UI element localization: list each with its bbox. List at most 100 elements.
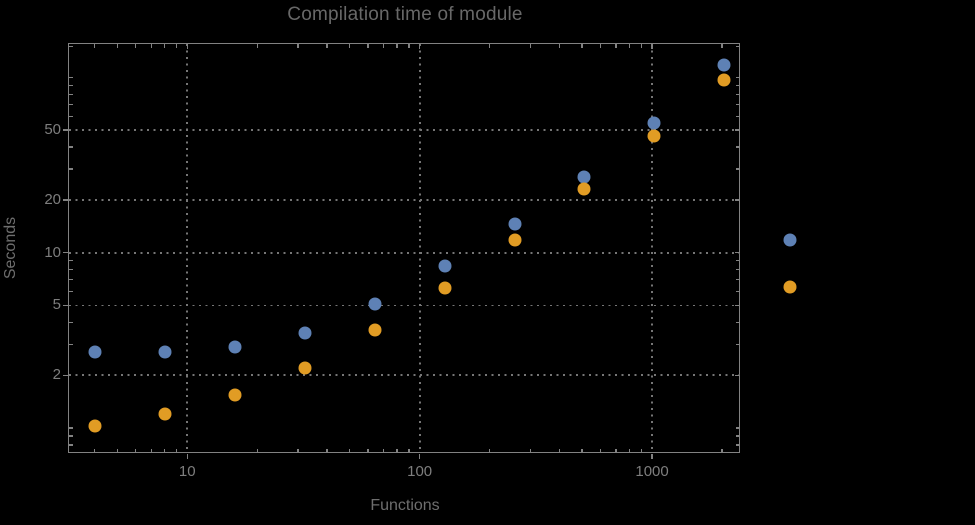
x-axis-label: Functions [370,497,440,514]
y-minor-tick [69,321,73,324]
x-minor-tick [599,449,602,453]
x-minor-tick-top [94,44,96,48]
x-minor-tick-top [175,44,178,48]
x-minor-tick-top [256,44,258,48]
y-minor-tick-right [736,45,740,48]
data-point-series-1-blue [158,345,172,359]
x-minor-tick [367,449,369,453]
x-minor-tick-top [488,44,491,48]
chart-title: Compilation time of module [287,4,523,25]
y-minor-tick [69,45,73,48]
y-minor-tick [69,290,73,293]
y-minor-tick-right [736,260,740,262]
x-major-tick [186,454,188,459]
y-minor-tick-right [736,103,740,106]
y-gridline [69,199,740,201]
x-minor-tick-top [326,44,328,48]
x-minor-tick [529,449,532,453]
x-minor-tick [396,449,398,453]
y-gridline [69,251,740,254]
x-minor-tick [297,449,299,453]
x-gridline [651,44,653,453]
x-minor-tick [581,449,583,453]
y-major-tick [63,252,68,254]
x-minor-tick-top [721,44,723,48]
data-point-series-2-orange [88,419,102,433]
y-minor-tick [69,435,73,437]
x-minor-tick-top [367,44,369,48]
x-major-tick-top [418,44,421,49]
data-point-series-2-orange [577,182,591,196]
y-major-tick-right [735,374,740,376]
y-minor-tick [69,115,73,117]
data-point-series-1-blue [298,326,312,340]
y-tick-label: 50 [44,121,61,139]
x-minor-tick-top [382,44,385,48]
data-point-series-1-blue [88,345,102,359]
y-minor-tick-right [736,168,740,170]
y-major-tick [63,304,68,307]
y-minor-tick-right [736,427,740,429]
y-minor-tick-right [736,269,740,271]
x-minor-tick [326,449,328,453]
x-minor-tick-top [150,44,152,48]
x-tick-label: 100 [407,463,433,480]
y-minor-tick-right [736,93,740,95]
data-point-series-2-orange [298,361,312,375]
data-point-series-1-blue [368,297,382,311]
x-minor-tick-top [349,44,351,48]
legend-marker-series-1-blue [783,233,797,247]
data-point-series-1-blue [228,340,242,354]
y-minor-tick [69,76,73,78]
y-gridline [69,304,740,307]
y-tick-label: 5 [52,296,61,314]
y-axis-label: Seconds [2,216,19,280]
x-minor-tick [150,449,152,453]
y-major-tick-right [735,252,740,254]
x-minor-tick-top [116,44,118,48]
y-minor-tick-right [736,115,740,117]
x-minor-tick-top [628,44,631,48]
x-minor-tick [408,449,410,453]
x-minor-tick [640,449,643,453]
x-tick-label: 10 [178,463,196,480]
y-minor-tick [69,146,73,148]
data-point-series-2-orange [647,129,661,143]
x-gridline [186,44,189,453]
y-tick-label: 20 [44,190,61,208]
y-major-tick [63,199,68,201]
y-minor-tick-right [736,290,740,293]
x-minor-tick [94,449,96,453]
y-gridline [69,129,740,132]
y-minor-tick [69,84,73,87]
y-minor-tick-right [736,279,740,281]
y-minor-tick [69,279,73,281]
y-minor-tick [69,168,73,170]
y-minor-tick [69,260,73,262]
y-major-tick [63,129,68,131]
y-major-tick [63,374,68,376]
x-minor-tick [488,449,491,453]
data-point-series-2-orange [158,407,172,421]
data-point-series-2-orange [717,73,731,87]
x-minor-tick-top [297,44,299,48]
x-minor-tick [175,449,178,453]
y-major-tick-right [735,199,740,201]
y-tick-label: 2 [52,366,61,384]
y-minor-tick [69,93,73,95]
x-minor-tick [628,449,631,453]
x-minor-tick [721,449,723,453]
data-point-series-2-orange [508,233,522,247]
data-point-series-1-blue [717,58,731,72]
y-minor-tick [69,444,73,446]
x-minor-tick [349,449,351,453]
y-minor-tick-right [736,146,740,148]
data-point-series-1-blue [438,259,452,273]
x-minor-tick-top [640,44,643,48]
y-minor-tick [69,427,73,429]
data-point-series-1-blue [647,116,661,130]
y-minor-tick-right [736,84,740,87]
x-minor-tick-top [581,44,583,48]
y-minor-tick-right [736,435,740,437]
